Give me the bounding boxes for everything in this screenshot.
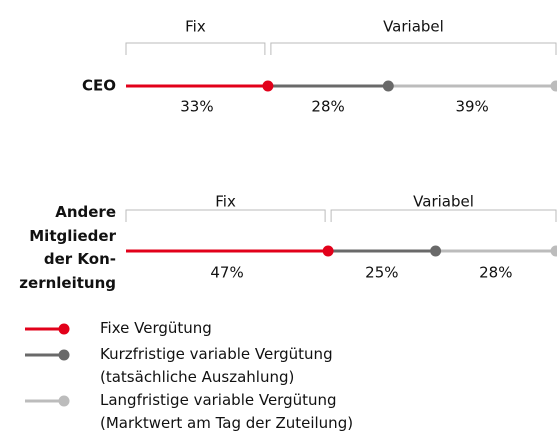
bracket (330, 209, 557, 222)
legend-dot (58, 349, 70, 361)
segment-end (322, 245, 334, 257)
bracket (270, 42, 557, 55)
value-label: 47% (210, 264, 243, 282)
group-label: Variabel (383, 18, 444, 36)
legend-label: Langfristige variable Vergütung (Marktwe… (100, 391, 354, 432)
category-label: Andere Mitglieder der Kon­zernleitung (19, 203, 116, 292)
group-label: Fix (185, 18, 206, 36)
bracket (125, 42, 266, 55)
category-label: CEO (81, 76, 116, 95)
legend-label: Kurzfristige variable Vergütung (tatsäch… (100, 345, 333, 386)
value-label: 28% (311, 98, 344, 116)
legend-dot (58, 323, 70, 335)
bracket (125, 209, 326, 222)
legend-dot (58, 395, 70, 407)
segment-end (430, 245, 442, 257)
value-label: 33% (180, 98, 213, 116)
group-label: Fix (215, 193, 236, 211)
group-label: Variabel (413, 193, 474, 211)
segment-end (262, 80, 274, 92)
value-label: 25% (365, 264, 398, 282)
segment-end (382, 80, 394, 92)
value-label: 39% (455, 98, 488, 116)
legend-label: Fixe Vergütung (100, 319, 212, 337)
segment-end (550, 80, 557, 92)
value-label: 28% (479, 264, 512, 282)
segment-end (550, 245, 557, 257)
